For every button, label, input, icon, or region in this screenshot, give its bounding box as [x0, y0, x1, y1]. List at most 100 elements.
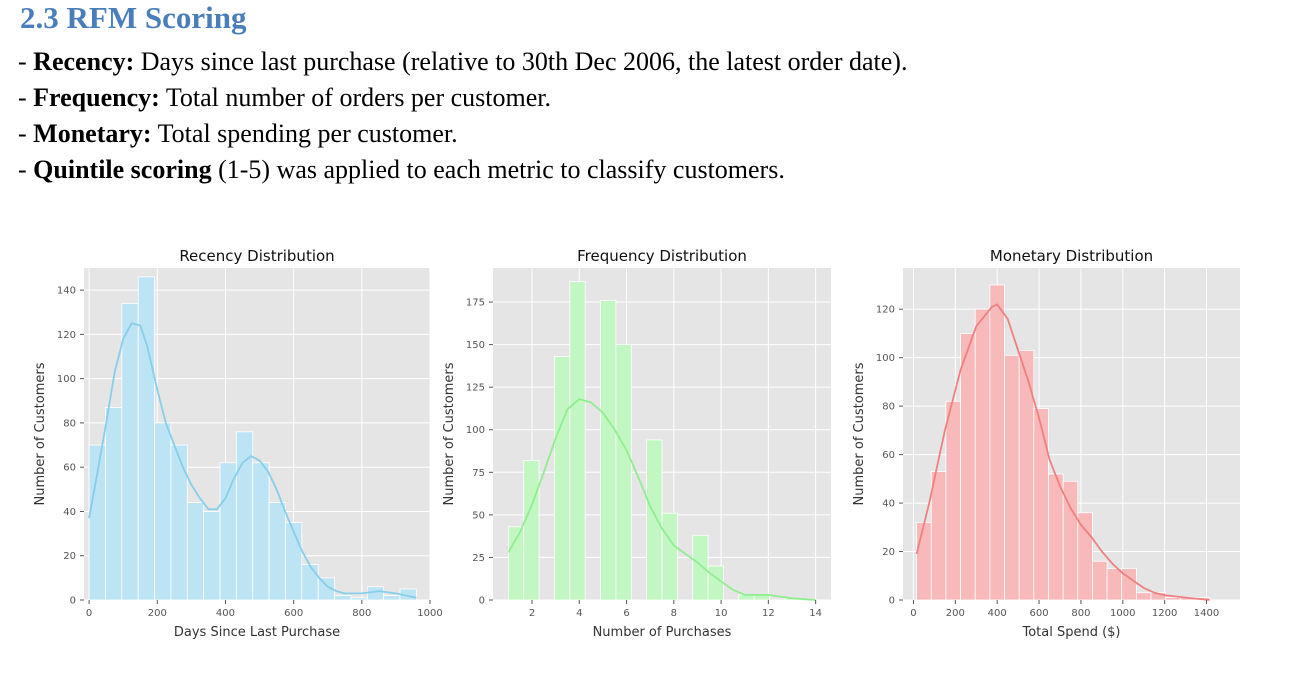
histogram-bar: [121, 303, 139, 601]
bullet-quintile: - Quintile scoring (1-5) was applied to …: [18, 155, 785, 184]
histogram-bar: [285, 522, 303, 601]
y-tick-label: 60: [882, 450, 895, 461]
frequency-histogram: 2 4 6 8 10 12 14 0 25 50 75 100 125 150 175 Frequency D…: [442, 247, 831, 640]
x-tick-label: 600: [1030, 608, 1049, 619]
x-tick-label: 400: [988, 608, 1007, 619]
x-tick-label: 12: [762, 608, 775, 619]
y-tick-label: 75: [472, 468, 485, 479]
histogram-bar: [350, 597, 368, 601]
recency-histogram: 0 200 400 600 800 1000 0 20 40 60 80 100 120 140 Recen…: [33, 247, 443, 640]
kde-line: [915, 303, 1210, 601]
histogram-bar: [1106, 568, 1123, 601]
y-tick-label: 0: [479, 596, 485, 607]
x-tick-label: 1000: [417, 608, 442, 619]
histogram-bar: [170, 444, 188, 601]
histogram-bar: [974, 308, 991, 601]
y-tick-label: 20: [63, 551, 76, 562]
histogram-bar: [960, 333, 976, 601]
histogram-bar: [600, 299, 617, 601]
x-tick-label: 10: [715, 608, 728, 619]
histogram-bar: [1135, 592, 1152, 601]
histogram-bar: [186, 502, 205, 601]
x-axis-label: Days Since Last Purchase: [174, 625, 340, 640]
histogram-bar: [646, 439, 663, 601]
x-tick-label: 400: [216, 608, 235, 619]
x-tick-label: 14: [809, 608, 822, 619]
bullet-frequency: - Frequency: Total number of orders per …: [18, 83, 552, 112]
x-tick-label: 1000: [1110, 608, 1135, 619]
histogram-bar: [252, 462, 270, 601]
histogram-bar: [219, 462, 237, 601]
bullet-term: Quintile scoring: [33, 155, 212, 184]
bullet-recency: - Recency: Days since last purchase (rel…: [18, 47, 908, 76]
y-tick-label: 80: [882, 402, 895, 413]
histogram-bar: [916, 522, 932, 601]
y-tick-label: 0: [889, 596, 895, 607]
x-tick-label: 4: [576, 608, 582, 619]
x-axis-label: Total Spend ($): [1021, 625, 1120, 640]
histogram-bar: [1150, 592, 1167, 601]
x-tick-label: 200: [946, 608, 965, 619]
chart-title: Frequency Distribution: [577, 247, 747, 265]
y-tick-label: 125: [466, 383, 485, 394]
section-heading: 2.3 RFM Scoring: [20, 0, 247, 35]
x-tick-label: 0: [910, 608, 916, 619]
histogram-bar: [569, 281, 586, 601]
y-tick-label: 60: [63, 463, 76, 474]
histogram-bar: [615, 344, 632, 601]
y-tick-label: 120: [57, 330, 76, 341]
x-tick-label: 800: [1071, 608, 1090, 619]
bullet-term: Frequency:: [33, 83, 160, 112]
x-tick-label: 6: [623, 608, 629, 619]
bullet-term: Recency:: [33, 47, 135, 76]
y-tick-label: 120: [876, 305, 895, 316]
y-tick-label: 100: [57, 374, 76, 385]
histogram-bar: [692, 534, 709, 601]
histogram-bar: [707, 565, 724, 601]
bullet-term: Monetary:: [33, 119, 152, 148]
histogram-bar: [1092, 560, 1108, 601]
histogram-bar: [1018, 349, 1035, 601]
histogram-bar: [1121, 568, 1137, 601]
chart-title: Recency Distribution: [179, 247, 334, 265]
y-tick-label: 80: [63, 418, 76, 429]
x-tick-label: 600: [284, 608, 303, 619]
y-tick-label: 140: [57, 286, 76, 297]
y-tick-label: 175: [466, 298, 485, 309]
y-axis-label: Number of Customers: [33, 362, 48, 505]
x-tick-label: 1400: [1194, 608, 1219, 619]
histogram-bar: [154, 422, 172, 601]
charts-figure: 0 200 400 600 800 1000020406080100120140Recen…: [33, 247, 1240, 640]
x-tick-label: 8: [671, 608, 677, 619]
histogram-bar: [554, 356, 571, 601]
bullet-list: - Recency: Days since last purchase (rel…: [18, 44, 907, 188]
bullet-monetary: - Monetary: Total spending per customer.: [18, 119, 458, 148]
kde-line: [88, 322, 417, 599]
x-tick-label: 0: [86, 608, 92, 619]
y-tick-label: 25: [472, 553, 485, 564]
y-tick-label: 100: [466, 425, 485, 436]
y-axis-label: Number of Customers: [442, 362, 457, 505]
y-tick-label: 40: [882, 499, 895, 510]
kde-line: [507, 398, 816, 601]
histogram-bar: [1165, 597, 1181, 601]
histogram-bar: [1033, 408, 1049, 601]
histogram-bar: [1048, 473, 1064, 601]
histogram-bar: [366, 586, 385, 601]
histogram-bar: [989, 284, 1005, 601]
histogram-bar: [1077, 512, 1093, 601]
histogram-bar: [317, 577, 335, 601]
x-tick-label: 2: [529, 608, 535, 619]
x-axis-label: Number of Purchases: [593, 625, 732, 640]
y-tick-label: 0: [70, 596, 76, 607]
y-tick-label: 100: [876, 353, 895, 364]
histogram-bar: [523, 459, 540, 601]
histogram-bar: [203, 511, 221, 601]
y-axis-label: Number of Customers: [852, 362, 867, 505]
histogram-bar: [661, 512, 678, 601]
histogram-bar: [334, 595, 352, 601]
monetary-histogram: 0 200 400 600 800 1000 1200 1400 0 20 40 60 80 100 120…: [852, 247, 1240, 640]
histogram-bar: [1004, 354, 1020, 601]
x-tick-label: 200: [148, 608, 167, 619]
y-tick-label: 20: [882, 547, 895, 558]
